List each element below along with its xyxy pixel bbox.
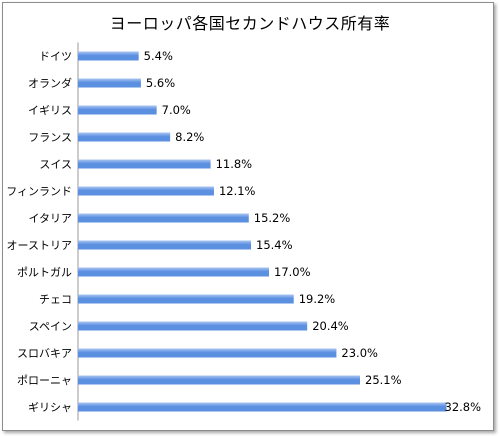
- category-label: フランス: [28, 131, 72, 144]
- category-label: ドイツ: [39, 50, 72, 63]
- bar: [78, 78, 141, 88]
- bar: [78, 240, 252, 250]
- value-label: 12.1%: [219, 184, 256, 198]
- bar: [78, 186, 214, 196]
- bar: [78, 51, 139, 61]
- bar: [78, 348, 337, 358]
- value-label: 5.4%: [144, 49, 173, 63]
- value-label: 20.4%: [312, 319, 349, 333]
- category-label: スイス: [39, 158, 72, 171]
- category-labels-group: ドイツオランダイギリスフランススイスフィンランドイタリアオーストリアポルトガルチ…: [6, 50, 72, 414]
- value-label: 15.4%: [256, 238, 293, 252]
- bar: [78, 402, 447, 412]
- category-label: ギリシャ: [28, 401, 72, 414]
- category-label: スペイン: [29, 320, 72, 333]
- value-label: 8.2%: [175, 130, 204, 144]
- category-label: ポローニャ: [17, 374, 72, 387]
- value-label: 25.1%: [365, 373, 402, 387]
- value-label: 5.6%: [146, 76, 175, 90]
- category-label: フィンランド: [6, 185, 72, 198]
- category-label: イギリス: [28, 104, 72, 117]
- value-label: 19.2%: [299, 292, 336, 306]
- value-label: 11.8%: [216, 157, 253, 171]
- bars-group: [78, 51, 447, 412]
- bar: [78, 105, 157, 115]
- bar: [78, 375, 361, 385]
- category-label: イタリア: [28, 212, 72, 225]
- value-labels-group: 5.4% 5.6% 7.0% 8.2% 11.8% 12.1% 15.2% 15.4% 17.0…: [144, 49, 481, 414]
- value-label: 7.0%: [162, 103, 191, 117]
- value-label: 17.0%: [274, 265, 311, 279]
- value-label: 15.2%: [254, 211, 291, 225]
- category-label: オランダ: [28, 76, 72, 90]
- bar: [78, 132, 171, 142]
- bar: [78, 294, 294, 304]
- bar: [78, 159, 211, 169]
- value-label: 23.0%: [341, 346, 378, 360]
- category-label: ポルトガル: [17, 266, 72, 279]
- value-label: 32.8%: [445, 400, 482, 414]
- category-label: スロバキア: [17, 347, 72, 360]
- chart-title: ヨーロッパ各国セカンドハウス所有率: [109, 14, 391, 33]
- category-label: オーストリア: [7, 239, 72, 252]
- bar: [78, 321, 308, 331]
- bar: [78, 267, 269, 277]
- category-label: チェコ: [39, 293, 72, 306]
- bar: [78, 213, 249, 223]
